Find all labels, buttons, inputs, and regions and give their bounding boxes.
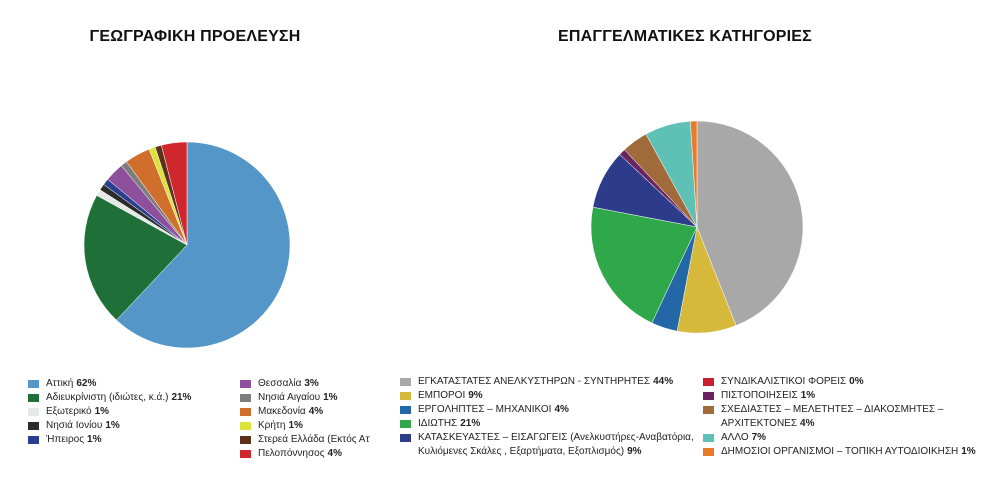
legend-swatch bbox=[703, 434, 714, 442]
legend-item: ΚΑΤΑΣΚΕΥΑΣΤΕΣ – ΕΙΣΑΓΩΓΕΙΣ (Ανελκυστήρες… bbox=[400, 431, 695, 459]
legend-value: 62% bbox=[76, 378, 97, 389]
legend-item: Πελοπόννησος 4% bbox=[240, 447, 370, 461]
legend-label: Αδιευκρίνιστη (ιδιώτες, κ.ά.) bbox=[46, 392, 169, 403]
legend-label: ΠΙΣΤΟΠΟΙΗΣΕΙΣ bbox=[721, 390, 798, 401]
legend-item: ΕΡΓΟΛΗΠΤΕΣ – ΜΗΧΑΝΙΚΟΙ 4% bbox=[400, 403, 695, 417]
legend-value: 4% bbox=[308, 406, 324, 417]
legend-label: Πελοπόννησος bbox=[258, 448, 325, 459]
legend-label: ΑΛΛΟ bbox=[721, 432, 749, 443]
legend-value: 1% bbox=[87, 434, 102, 445]
legend-item: ΣΧΕΔΙΑΣΤΕΣ – ΜΕΛΕΤΗΤΕΣ – ΔΙΑΚΟΣΜΗΤΕΣ – Α… bbox=[703, 403, 1000, 431]
legend-value: 1% bbox=[94, 406, 110, 417]
legend-swatch bbox=[240, 408, 251, 416]
pie-slice bbox=[590, 206, 698, 324]
legend-swatch bbox=[703, 378, 714, 386]
legend-item: ΕΜΠΟΡΟΙ 9% bbox=[400, 389, 695, 403]
legend-value: 1% bbox=[961, 446, 976, 457]
legend-item: Αττική 62% bbox=[28, 377, 228, 391]
legend: Αττική 62% Αδιευκρίνιστη (ιδιώτες, κ.ά.) 21… bbox=[28, 377, 228, 447]
legend-swatch bbox=[400, 420, 411, 428]
legend-label: ΙΔΙΩΤΗΣ bbox=[418, 418, 458, 429]
legend-swatch bbox=[28, 422, 39, 430]
pies bbox=[83, 120, 804, 349]
legend-item: Μακεδονία 4% bbox=[240, 405, 370, 419]
legend-item: Θεσσαλία 3% bbox=[240, 377, 370, 391]
legend-swatch bbox=[28, 408, 39, 416]
legend-value: 7% bbox=[751, 432, 767, 443]
legend-label: ΚΑΤΑΣΚΕΥΑΣΤΕΣ – ΕΙΣΑΓΩΓΕΙΣ (Ανελκυστήρες… bbox=[418, 432, 694, 457]
legend-value: 1% bbox=[323, 392, 338, 403]
legend-label: Κρήτη bbox=[258, 420, 286, 431]
legend-value: 21% bbox=[171, 392, 192, 403]
legend-item: Ήπειρος 1% bbox=[28, 433, 228, 447]
legend-swatch bbox=[28, 436, 39, 444]
legend-swatch bbox=[703, 406, 714, 414]
legend-item: Νησιά Ιονίου 1% bbox=[28, 419, 228, 433]
legend-label: ΣΧΕΔΙΑΣΤΕΣ – ΜΕΛΕΤΗΤΕΣ – ΔΙΑΚΟΣΜΗΤΕΣ – Α… bbox=[721, 404, 944, 429]
legend-label: ΕΡΓΟΛΗΠΤΕΣ – ΜΗΧΑΝΙΚΟΙ bbox=[418, 404, 552, 415]
pie-slice bbox=[161, 141, 188, 246]
legend-value: 1% bbox=[800, 390, 816, 401]
legend-label: Αττική bbox=[46, 378, 74, 389]
legend-swatch bbox=[400, 434, 411, 442]
legend-label: ΕΜΠΟΡΟΙ bbox=[418, 390, 466, 401]
legend-swatch bbox=[28, 394, 39, 402]
legend-label: Νησιά Αιγαίου bbox=[258, 392, 321, 403]
chart-title: ΕΠΑΓΓΕΛΜΑΤΙΚΕΣ ΚΑΤΗΓΟΡΙΕΣ bbox=[558, 28, 812, 45]
legend-label: ΔΗΜΟΣΙΟΙ ΟΡΓΑΝΙΣΜΟΙ – ΤΟΠΙΚΗ ΑΥΤΟΔΙΟΙΚΗΣ… bbox=[721, 446, 959, 457]
legend-item: ΑΛΛΟ 7% bbox=[703, 431, 1000, 445]
legend-swatch bbox=[240, 380, 251, 388]
legend-swatch bbox=[240, 422, 251, 430]
legend-value: 4% bbox=[800, 418, 815, 429]
legend: ΕΓΚΑΤΑΣΤΑΤΕΣ ΑΝΕΛΚΥΣΤΗΡΩΝ - ΣΥΝΤΗΡΗΤΕΣ 44… bbox=[400, 375, 695, 459]
legend-value: 3% bbox=[304, 378, 319, 389]
legend-item: ΔΗΜΟΣΙΟΙ ΟΡΓΑΝΙΣΜΟΙ – ΤΟΠΙΚΗ ΑΥΤΟΔΙΟΙΚΗΣ… bbox=[703, 445, 1000, 459]
legend-item: ΕΓΚΑΤΑΣΤΑΤΕΣ ΑΝΕΛΚΥΣΤΗΡΩΝ - ΣΥΝΤΗΡΗΤΕΣ 44… bbox=[400, 375, 695, 389]
legend-item: Αδιευκρίνιστη (ιδιώτες, κ.ά.) 21% bbox=[28, 391, 228, 405]
legend-item: Εξωτερικό 1% bbox=[28, 405, 228, 419]
legend-swatch bbox=[400, 378, 411, 386]
legend-value: 1% bbox=[288, 420, 303, 431]
legend: Θεσσαλία 3% Νησιά Αιγαίου 1% Μακεδονία 4% Κρήτ… bbox=[240, 377, 370, 461]
legend-value: 4% bbox=[327, 448, 342, 459]
pie-slice bbox=[690, 120, 698, 228]
legend-value: 1% bbox=[105, 420, 120, 431]
legend-swatch bbox=[240, 436, 251, 444]
pie-slice bbox=[696, 120, 804, 326]
legend-item: Κρήτη 1% bbox=[240, 419, 370, 433]
legend-swatch bbox=[240, 450, 251, 458]
legend-swatch bbox=[703, 392, 714, 400]
legend-value: 0% bbox=[849, 376, 864, 387]
legend-swatch bbox=[240, 394, 251, 402]
chart-title: ΓΕΩΓΡΑΦΙΚΗ ΠΡΟΕΛΕΥΣΗ bbox=[89, 28, 301, 45]
legend-label: Στερεά Ελλάδα (Εκτός Αττική bbox=[258, 434, 370, 445]
legend-swatch bbox=[400, 392, 411, 400]
legend-value: 44% bbox=[653, 376, 674, 387]
pie-slice bbox=[83, 195, 188, 321]
legend-swatch bbox=[400, 406, 411, 414]
legend-label: ΣΥΝΔΙΚΑΛΙΣΤΙΚΟΙ ΦΟΡΕΙΣ bbox=[721, 376, 847, 387]
legend-value: 4% bbox=[554, 404, 569, 415]
legend-label: Νησιά Ιονίου bbox=[46, 420, 103, 431]
legend-item: Στερεά Ελλάδα (Εκτός Αττική bbox=[240, 433, 370, 447]
legend-label: Ήπειρος bbox=[46, 434, 85, 445]
legend-value: 21% bbox=[460, 418, 481, 429]
legend-label: ΕΓΚΑΤΑΣΤΑΤΕΣ ΑΝΕΛΚΥΣΤΗΡΩΝ - ΣΥΝΤΗΡΗΤΕΣ bbox=[418, 376, 651, 387]
legend-swatch bbox=[28, 380, 39, 388]
legend-label: Εξωτερικό bbox=[46, 406, 92, 417]
legend-item: ΙΔΙΩΤΗΣ 21% bbox=[400, 417, 695, 431]
legend-item: Νησιά Αιγαίου 1% bbox=[240, 391, 370, 405]
legend-item: ΣΥΝΔΙΚΑΛΙΣΤΙΚΟΙ ΦΟΡΕΙΣ 0% bbox=[703, 375, 1000, 389]
legend-label: Μακεδονία bbox=[258, 406, 306, 417]
pie-slice bbox=[116, 141, 291, 349]
legend-item: ΠΙΣΤΟΠΟΙΗΣΕΙΣ 1% bbox=[703, 389, 1000, 403]
legend-value: 9% bbox=[468, 390, 483, 401]
legend-label: Θεσσαλία bbox=[258, 378, 302, 389]
legend-value: 9% bbox=[627, 446, 642, 457]
legend-swatch bbox=[703, 448, 714, 456]
legend: ΣΥΝΔΙΚΑΛΙΣΤΙΚΟΙ ΦΟΡΕΙΣ 0% ΠΙΣΤΟΠΟΙΗΣΕΙΣ 1% Σ… bbox=[703, 375, 1000, 459]
